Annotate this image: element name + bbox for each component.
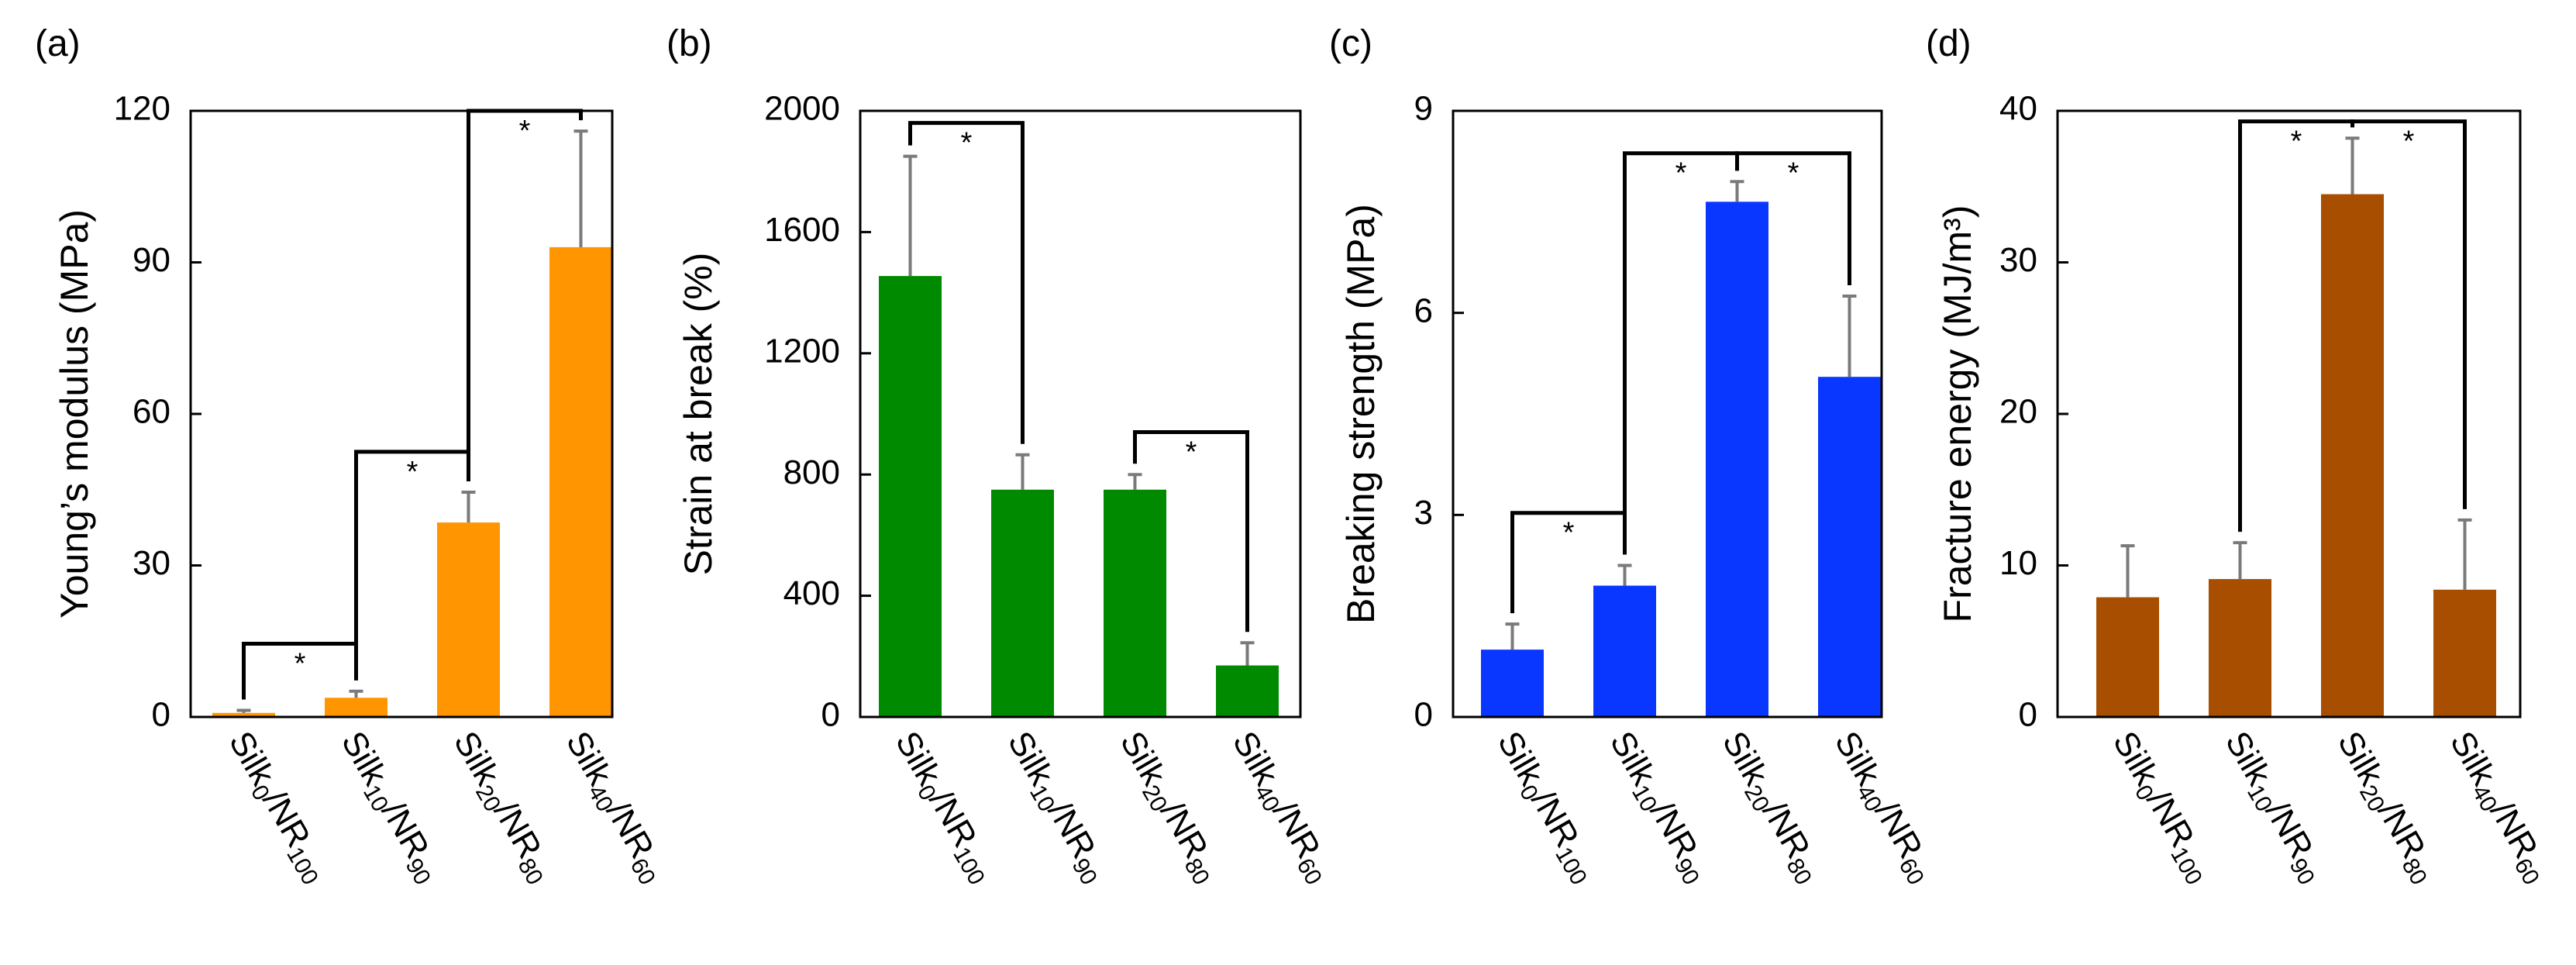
panel-b-y-tick-label: 2000 [764, 90, 840, 128]
panel-a-category-label-3: Silk20/NR80 [443, 725, 562, 890]
panel-d-letter: (d) [1926, 23, 1972, 64]
panel-c-significance-bracket-3 [1735, 151, 1851, 285]
panel-a-significance-star-3: * [519, 115, 531, 147]
panel-c-y-tick-label: 0 [1414, 696, 1433, 734]
panel-b-category-label-3: Silk20/NR80 [1110, 725, 1228, 890]
panel-d-y-axis-label: Fracture energy (MJ/m³) [1936, 205, 1979, 623]
panel-b-significance-bracket-1 [908, 121, 1025, 444]
panel-d-significance-bracket-2 [2350, 119, 2467, 509]
panel-a-significance-star-2: * [407, 456, 418, 488]
panel-d-y-tick-label: 0 [2019, 696, 2037, 734]
panel-c-category-label-3: Silk20/NR80 [1712, 725, 1830, 890]
panel-c-bar-2 [1593, 585, 1656, 717]
category-name: Silk [1225, 725, 1286, 793]
panel-d-y-tick-label: 40 [1999, 90, 2037, 128]
panel-d-bar-3 [2321, 194, 2384, 717]
panel-b-bar-1 [879, 276, 942, 718]
panel-c-bar-1 [1481, 650, 1544, 717]
panel-c-letter: (c) [1329, 23, 1372, 64]
panel-a-y-tick-label: 120 [114, 90, 170, 128]
panel-c-y-tick-label: 6 [1414, 291, 1433, 329]
panel-a-category-label-4: Silk40/NR60 [556, 725, 674, 890]
panel-a-letter: (a) [35, 23, 81, 64]
panel-b-category-label-2: Silk10/NR90 [997, 725, 1116, 890]
panel-c-y-axis-label: Breaking strength (MPa) [1339, 204, 1383, 624]
panel-c-category-label-1: Silk0/NR100 [1487, 725, 1606, 890]
category-name: Silk [1490, 725, 1551, 793]
category-name: Silk [2330, 725, 2391, 793]
panel-a-y-tick-label: 90 [133, 241, 170, 279]
panel-d-category-label-3: Silk20/NR80 [2327, 725, 2446, 890]
category-name: Silk [334, 725, 394, 793]
panel-c-y-tick-label: 3 [1414, 494, 1433, 532]
panel-b-category-label-4: Silk40/NR60 [1222, 725, 1341, 890]
panel-d-frame [2056, 109, 2522, 719]
category-name: Silk [559, 725, 619, 793]
panel-d-y-tick-label: 10 [1999, 544, 2037, 582]
panel-c-category-label-4: Silk40/NR60 [1824, 725, 1943, 890]
panel-a-y-axis-label: Young’s modulus (MPa) [53, 209, 96, 619]
panel-d-significance-star-1: * [2291, 126, 2302, 158]
panel-b-y-tick-label: 400 [783, 574, 840, 612]
category-name: Silk [2106, 725, 2166, 793]
panel-b-significance-star-2: * [1186, 436, 1197, 468]
panel-b-bar-3 [1104, 489, 1166, 717]
panel-c-significance-star-1: * [1563, 517, 1575, 550]
panel-a-category-label-2: Silk10/NR90 [331, 725, 449, 890]
panel-b-y-tick-label: 1600 [764, 211, 840, 249]
panel-a: (a) Young’s modulus (MPa) 0 30 60 90 120 Silk0/… [35, 23, 674, 890]
category-name: Silk [222, 725, 282, 793]
panel-b-bar-4 [1216, 665, 1279, 717]
panel-c-bar-4 [1818, 377, 1881, 717]
panel-a-bar-2 [325, 698, 387, 717]
panel-a-frame [189, 109, 614, 719]
category-name: Silk [1603, 725, 1663, 793]
panel-a-category-label-1: Silk0/NR100 [219, 725, 337, 890]
panel-b-category-label-1: Silk0/NR100 [885, 725, 1004, 890]
panel-d: (d) Fracture energy (MJ/m³) 0 10 20 30 40 Silk0… [1926, 23, 2558, 890]
category-name: Silk [446, 725, 507, 793]
category-name: Silk [2443, 725, 2503, 793]
panel-d-y-tick-label: 20 [1999, 393, 2037, 431]
panel-c: (c) Breaking strength (MPa) 0 3 6 9 Silk0/NR10… [1329, 23, 1943, 890]
panel-d-bar-2 [2209, 579, 2271, 717]
panel-a-y-tick-label: 0 [152, 696, 170, 734]
panel-a-y-tick-label: 30 [133, 544, 170, 582]
panel-b-y-axis-label: Strain at break (%) [677, 253, 720, 576]
panel-b-y-tick-label: 0 [821, 696, 840, 734]
category-name: Silk [1827, 725, 1888, 793]
category-name: Silk [2218, 725, 2278, 793]
category-name: Silk [1000, 725, 1061, 793]
panel-c-y-tick-label: 9 [1414, 90, 1433, 128]
panel-b: (b) Strain at break (%) 0 400 800 1200 1600 200… [666, 23, 1341, 890]
panel-c-frame [1452, 109, 1883, 719]
panel-c-bar-3 [1706, 202, 1768, 717]
panel-d-bar-1 [2096, 597, 2159, 717]
panel-d-category-label-2: Silk10/NR90 [2215, 725, 2333, 890]
panel-d-category-label-4: Silk40/NR60 [2440, 725, 2558, 890]
panel-b-frame [859, 109, 1302, 719]
panel-a-y-tick-label: 60 [133, 393, 170, 431]
panel-a-bar-4 [549, 246, 612, 717]
panel-d-category-label-1: Silk0/NR100 [2102, 725, 2221, 890]
panel-b-significance-bracket-2 [1133, 429, 1249, 632]
panel-c-significance-star-2: * [1675, 157, 1687, 190]
panel-a-significance-star-1: * [294, 648, 306, 681]
panel-d-bar-4 [2433, 589, 2496, 717]
panel-c-significance-star-3: * [1788, 157, 1799, 190]
panel-b-significance-star-1: * [961, 127, 973, 160]
category-name: Silk [888, 725, 949, 793]
panel-a-bar-3 [437, 522, 500, 717]
panel-d-y-tick-label: 30 [1999, 241, 2037, 279]
panel-b-y-tick-label: 800 [783, 453, 840, 491]
category-name: Silk [1715, 725, 1775, 793]
panel-b-y-tick-label: 1200 [764, 332, 840, 370]
panel-b-letter: (b) [666, 23, 712, 64]
panel-a-bar-1 [212, 712, 275, 717]
category-name: Silk [1113, 725, 1173, 793]
panel-d-significance-star-2: * [2403, 126, 2415, 158]
panel-b-bar-2 [991, 489, 1054, 717]
panel-c-category-label-2: Silk10/NR90 [1600, 725, 1718, 890]
